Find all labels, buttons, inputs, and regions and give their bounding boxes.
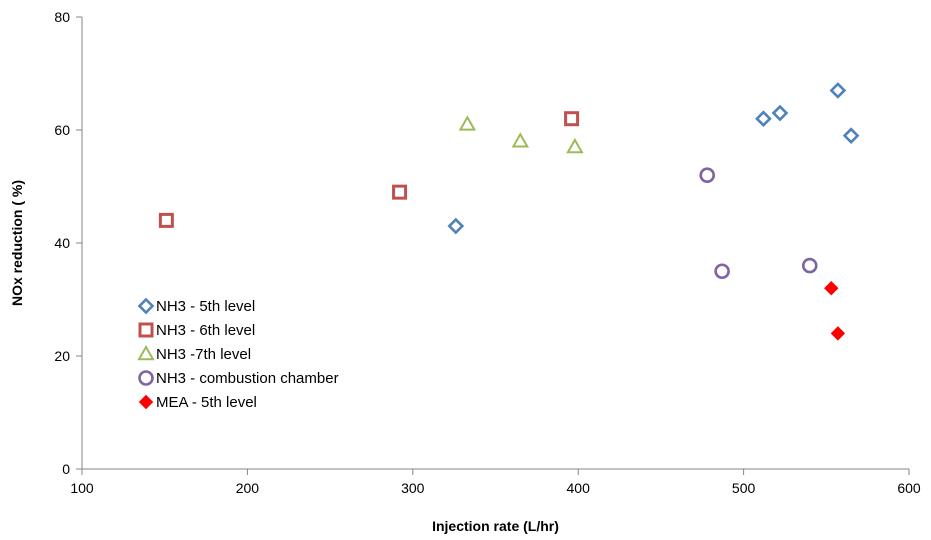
- x-axis-title: Injection rate (L/hr): [432, 518, 559, 534]
- data-point: [447, 217, 465, 235]
- data-point: [564, 111, 580, 127]
- data-point: [714, 263, 730, 280]
- data-point: [824, 280, 839, 296]
- legend-label: NH3 - combustion chamber: [156, 370, 339, 387]
- x-tick-label: 400: [567, 480, 591, 496]
- y-tick-label: 80: [54, 9, 70, 25]
- legend-label: NH3 - 5th level: [156, 298, 255, 315]
- data-point: [771, 104, 789, 122]
- legend-label: NH3 - 6th level: [156, 322, 255, 339]
- legend-label: MEA - 5th level: [156, 394, 257, 411]
- data-point: [829, 82, 847, 99]
- data-point: [755, 110, 772, 128]
- data-point: [842, 127, 860, 144]
- data-point: [158, 212, 174, 228]
- data-point: [566, 137, 584, 154]
- legend-marker: [138, 394, 154, 410]
- x-tick-label: 600: [897, 480, 921, 496]
- axes: [76, 16, 910, 475]
- data-point: [699, 167, 716, 183]
- y-axis-title: NOx reduction ( %): [9, 180, 25, 306]
- data-point: [458, 115, 477, 131]
- legend-marker: [137, 344, 155, 361]
- legend-marker: [137, 297, 155, 315]
- x-tick-label: 200: [236, 480, 260, 496]
- y-tick-label: 40: [54, 235, 70, 251]
- legend-label: NH3 -7th level: [156, 346, 251, 363]
- legend: NH3 - 5th level NH3 - 6th level NH3 -7th l…: [137, 297, 339, 411]
- x-tick-label: 300: [401, 480, 425, 496]
- y-tick-label: 60: [54, 122, 70, 138]
- legend-marker: [138, 322, 154, 338]
- y-tick-label: 20: [54, 348, 70, 364]
- tick-labels: 0 20 40 60 80 100 200 300 400 500 600: [54, 9, 920, 496]
- y-tick-label: 0: [62, 461, 70, 477]
- data-points: [158, 82, 860, 341]
- data-point: [511, 132, 530, 148]
- data-point: [801, 257, 818, 274]
- data-point: [830, 326, 846, 341]
- x-tick-label: 100: [70, 480, 94, 496]
- x-tick-label: 500: [732, 480, 756, 496]
- data-point: [392, 184, 408, 200]
- legend-marker: [138, 370, 154, 386]
